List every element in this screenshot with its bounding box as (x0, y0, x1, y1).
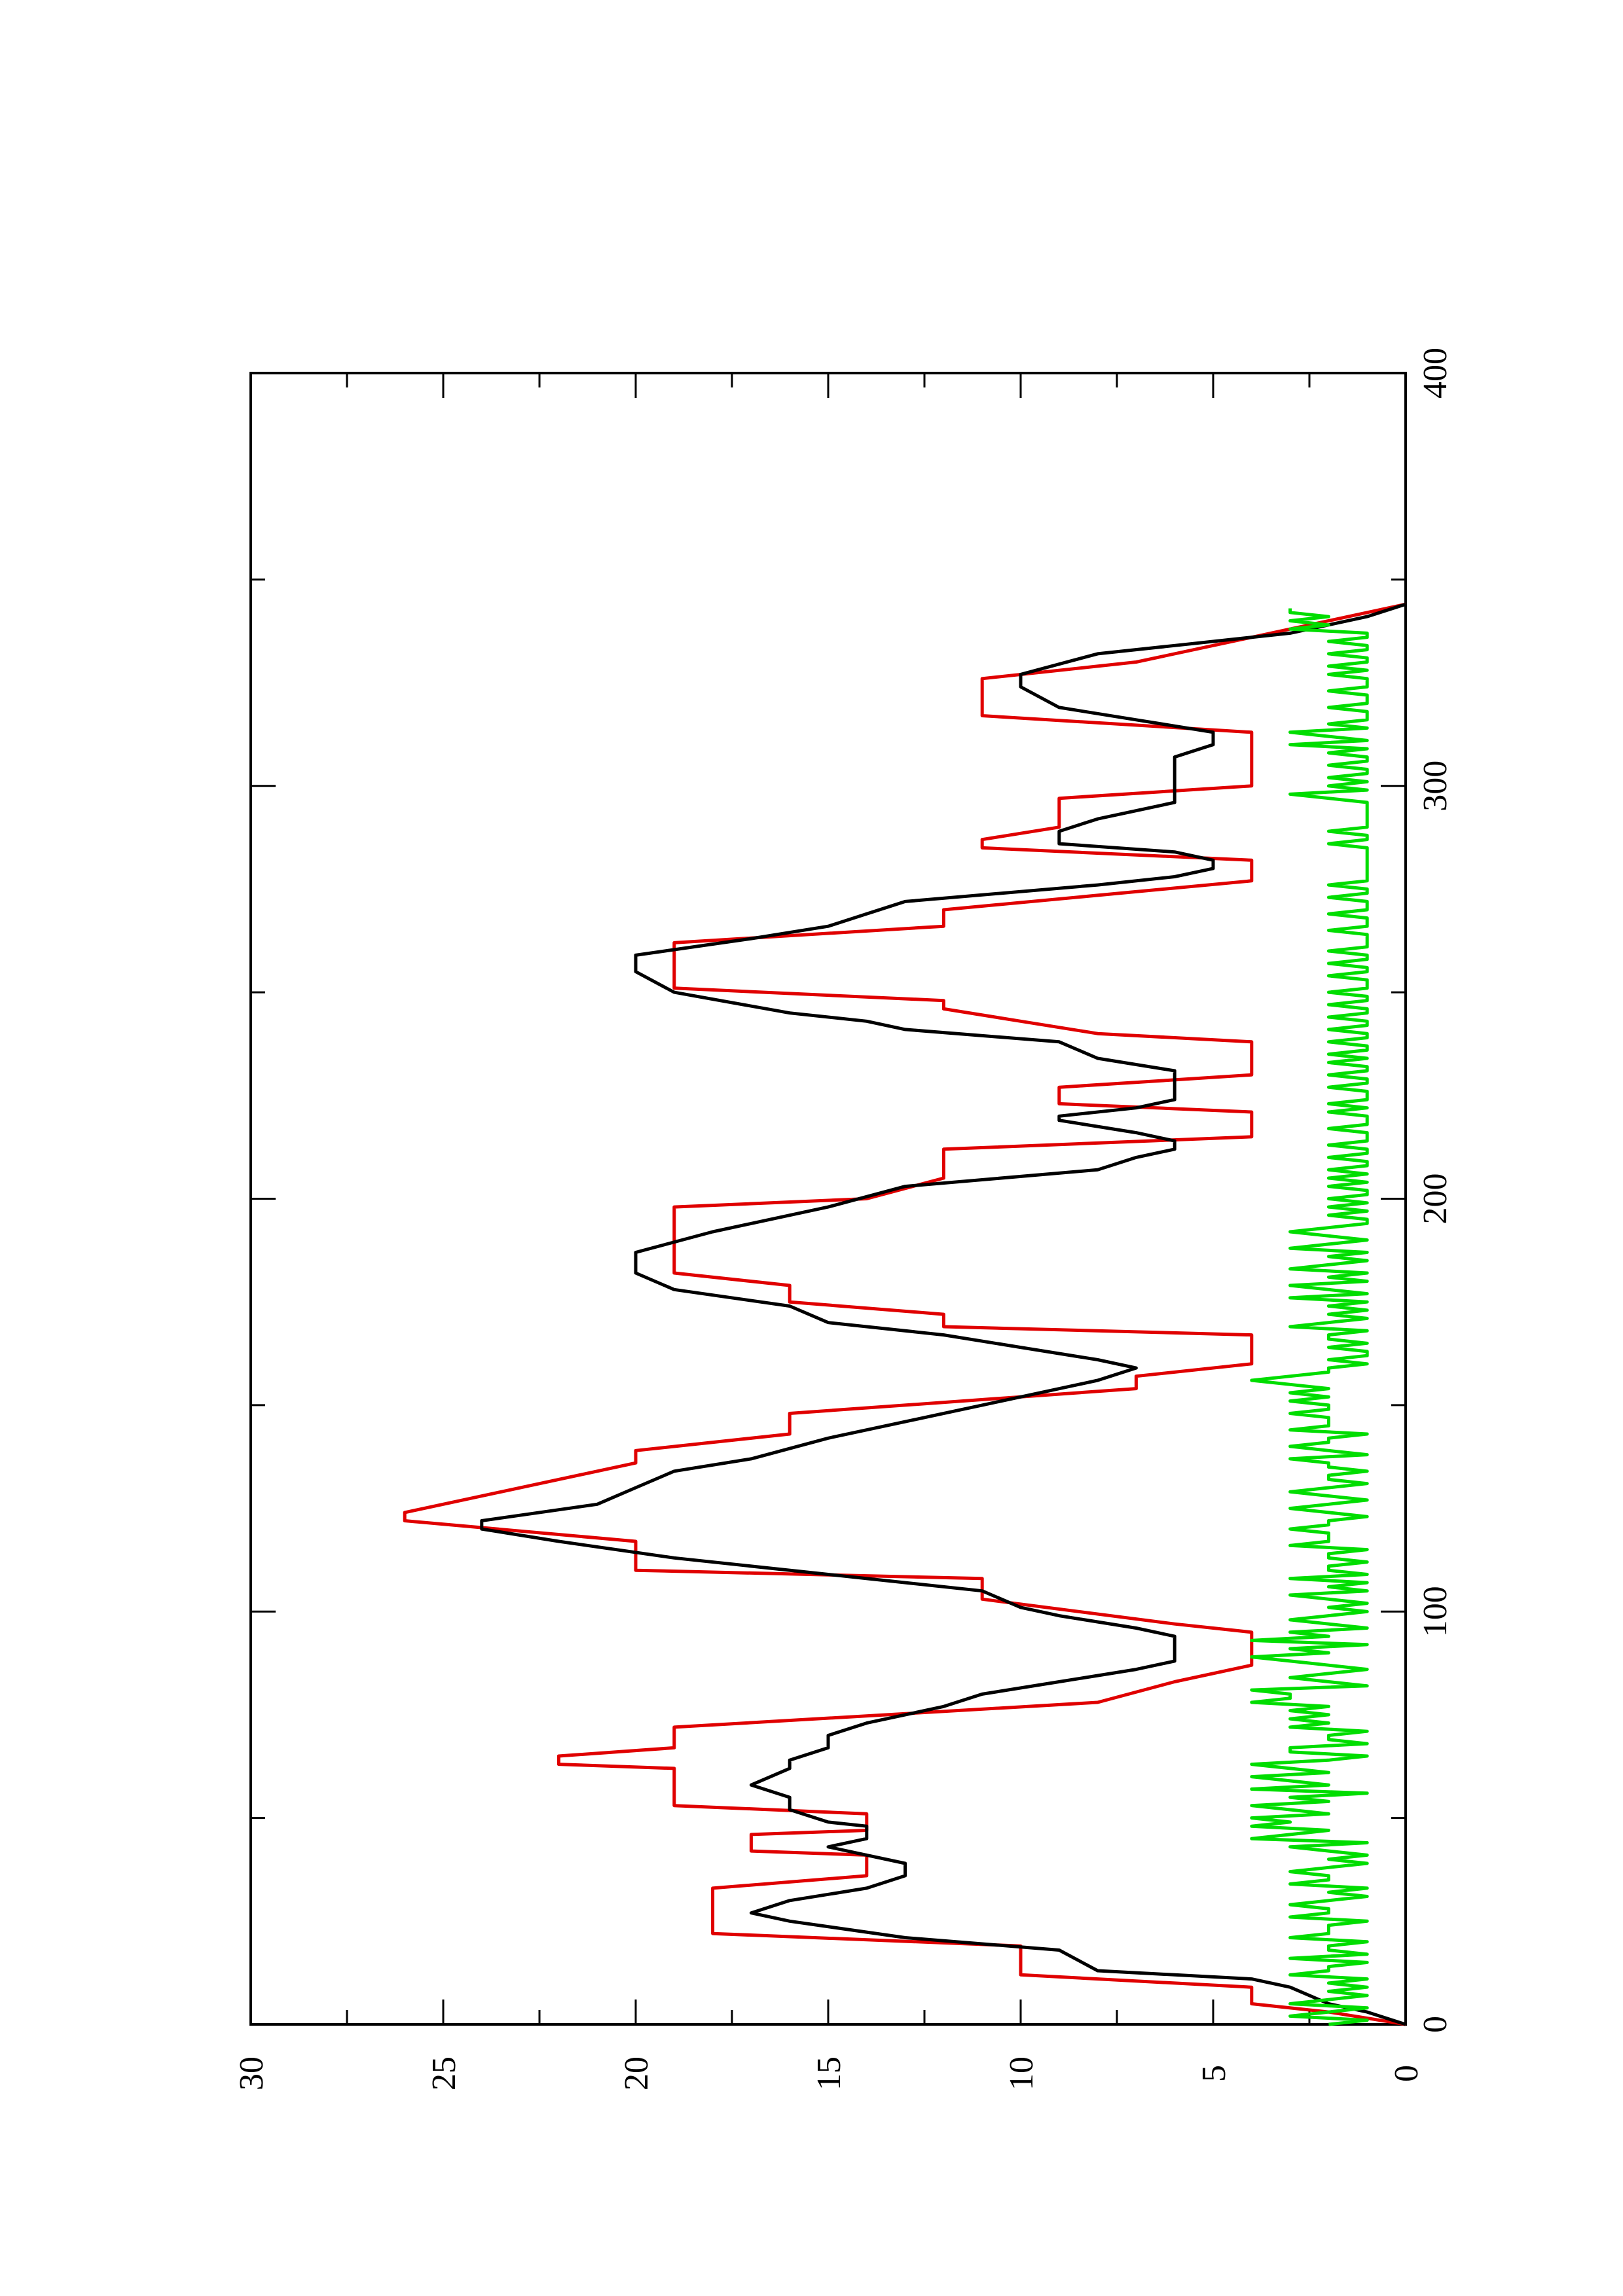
y-tick-label: 15 (811, 2056, 848, 2090)
x-tick-label: 200 (1417, 1174, 1454, 1225)
y-tick-label: 10 (1003, 2056, 1040, 2090)
x-tick-label: 300 (1417, 761, 1454, 812)
plot-area: 0 100 200 300 400 0 5 10 15 20 25 30 (233, 348, 1454, 2090)
black-series-line (480, 602, 1406, 2026)
y-tick-label: 25 (426, 2056, 463, 2090)
y-tick-label: 20 (618, 2056, 655, 2090)
y-tick-label: 5 (1195, 2065, 1233, 2082)
x-tick-label: 0 (1417, 2016, 1454, 2033)
x-tick-label: 400 (1417, 348, 1454, 399)
y-tick-label: 0 (1388, 2065, 1425, 2082)
green-series-line (1250, 608, 1369, 2026)
y-tick-label: 30 (233, 2056, 270, 2090)
x-tick-label: 100 (1417, 1586, 1454, 1637)
